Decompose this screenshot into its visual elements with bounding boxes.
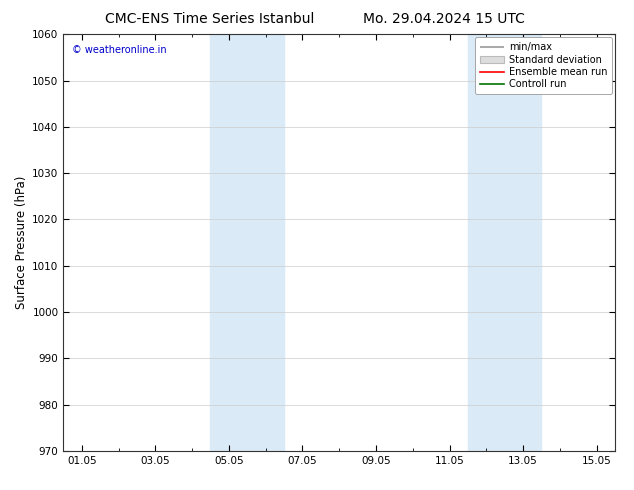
Y-axis label: Surface Pressure (hPa): Surface Pressure (hPa) [15, 176, 28, 309]
Text: © weatheronline.in: © weatheronline.in [72, 45, 166, 55]
Bar [468, 34, 541, 451]
Text: Mo. 29.04.2024 15 UTC: Mo. 29.04.2024 15 UTC [363, 12, 525, 26]
Bar [210, 34, 284, 451]
Legend: min/max, Standard deviation, Ensemble mean run, Controll run: min/max, Standard deviation, Ensemble me… [475, 37, 612, 94]
Text: CMC-ENS Time Series Istanbul: CMC-ENS Time Series Istanbul [105, 12, 314, 26]
